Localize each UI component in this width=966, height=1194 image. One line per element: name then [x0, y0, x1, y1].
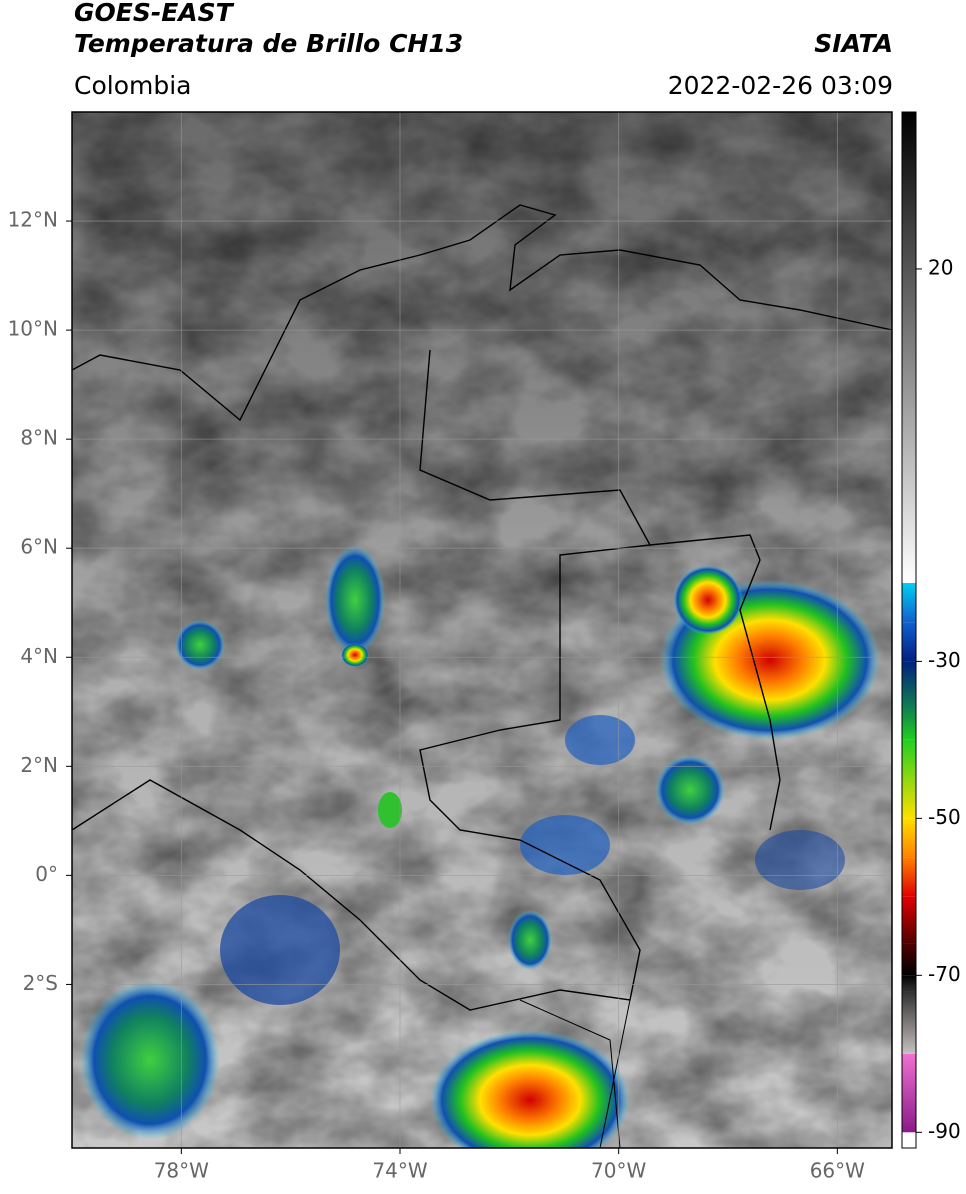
border — [72, 349, 781, 1011]
storm — [325, 545, 385, 655]
colorbar-segment — [902, 857, 916, 897]
region: Colombia — [74, 71, 191, 100]
colorbar-segment — [902, 943, 916, 976]
colorbar-segment — [902, 582, 916, 623]
colorbar-segment — [902, 1053, 916, 1133]
x-tick-label: 70°W — [591, 1159, 646, 1183]
x-tick-label: 66°W — [810, 1159, 865, 1183]
imagery — [72, 112, 892, 1148]
colorbar-segment — [902, 622, 916, 662]
storm — [80, 980, 220, 1140]
y-tick-label: 6°N — [20, 535, 58, 559]
timestamp: 2022-02-26 03:09 — [668, 71, 893, 100]
storm — [655, 755, 725, 825]
storm — [508, 910, 552, 970]
grid — [72, 112, 892, 1148]
title: GOES-EAST — [74, 0, 235, 27]
colorbar-segment — [902, 661, 916, 709]
colorbar — [902, 112, 916, 1148]
storm — [175, 620, 225, 670]
storm — [430, 1030, 630, 1148]
colorbar-tick-label: -30 — [928, 648, 961, 672]
y-tick-label: 12°N — [8, 208, 58, 232]
y-tick-label: 0° — [35, 862, 58, 886]
storm — [565, 715, 635, 765]
colorbar-segment — [902, 739, 916, 819]
colorbar-frame — [901, 111, 917, 1149]
y-tick-label: 2°S — [23, 971, 58, 995]
source: SIATA — [814, 29, 893, 58]
colorbar-segment — [902, 975, 916, 992]
colorbar-segment — [902, 708, 916, 740]
y-tick-label: 10°N — [8, 317, 58, 341]
y-tick-label: 4°N — [20, 644, 58, 668]
colorbar-segment — [902, 1132, 916, 1148]
colorbar-segment — [902, 991, 916, 1054]
plot-frame — [71, 111, 893, 1149]
colorbar-segment — [902, 112, 916, 583]
y-tick-label: 2°N — [20, 753, 58, 777]
colorbar-tick-label: 20 — [928, 255, 953, 279]
x-tick-label: 74°W — [372, 1159, 427, 1183]
storm — [341, 643, 369, 667]
storm — [673, 565, 743, 635]
coastline — [72, 204, 892, 422]
storm — [520, 815, 610, 875]
colorbar-tick-label: -90 — [928, 1119, 961, 1143]
colorbar-segment — [902, 818, 916, 858]
storm — [220, 895, 340, 1005]
x-tick-label: 78°W — [154, 1159, 209, 1183]
subtitle: Temperatura de Brillo CH13 — [74, 29, 463, 58]
colorbar-tick-label: -50 — [928, 805, 961, 829]
storm — [755, 830, 845, 890]
y-tick-label: 8°N — [20, 426, 58, 450]
colorbar-tick-label: -70 — [928, 962, 961, 986]
storm — [378, 792, 402, 828]
border — [519, 999, 631, 1148]
colorbar-segment — [902, 896, 916, 944]
